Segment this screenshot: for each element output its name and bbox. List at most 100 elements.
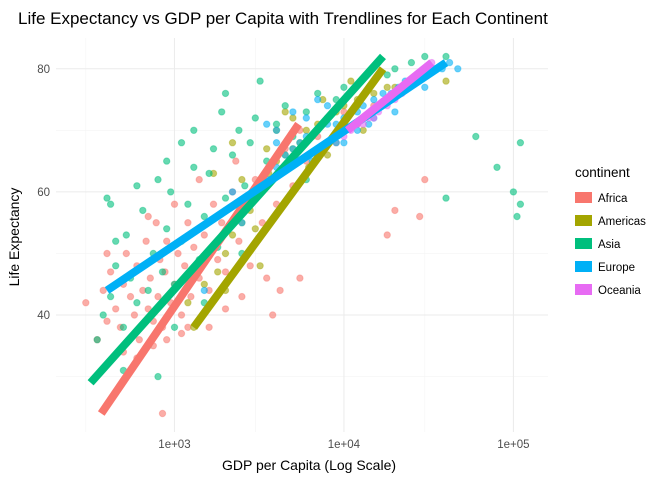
point-europe bbox=[272, 139, 281, 147]
point-americas bbox=[221, 249, 230, 258]
point-africa bbox=[205, 323, 213, 331]
point-africa bbox=[391, 206, 399, 215]
point-africa bbox=[246, 262, 254, 270]
point-africa bbox=[144, 305, 152, 313]
point-asia bbox=[314, 89, 322, 98]
point-americas bbox=[256, 262, 264, 270]
point-europe bbox=[314, 95, 322, 104]
point-africa bbox=[126, 292, 135, 301]
point-africa bbox=[99, 286, 107, 295]
point-africa bbox=[269, 311, 277, 319]
point-europe bbox=[454, 65, 462, 73]
point-asia bbox=[218, 108, 226, 116]
point-asia bbox=[221, 194, 230, 202]
trendline-oceania bbox=[345, 59, 435, 134]
point-asia bbox=[154, 372, 162, 381]
point-asia bbox=[93, 336, 101, 344]
point-europe bbox=[302, 114, 310, 122]
point-africa bbox=[122, 249, 131, 258]
point-asia bbox=[421, 52, 429, 61]
legend-label-oceania: Oceania bbox=[598, 285, 641, 297]
point-asia bbox=[184, 200, 192, 208]
point-asia bbox=[167, 188, 175, 196]
point-europe bbox=[200, 286, 209, 295]
point-asia bbox=[177, 139, 186, 147]
point-africa bbox=[103, 317, 111, 325]
trendline-asia bbox=[87, 53, 386, 386]
point-americas bbox=[383, 83, 391, 92]
trendlines bbox=[87, 53, 449, 416]
point-africa bbox=[195, 175, 203, 184]
legend-title: continent bbox=[575, 165, 630, 180]
point-asia bbox=[256, 77, 264, 85]
point-europe bbox=[340, 139, 348, 147]
point-africa bbox=[187, 292, 195, 301]
point-americas bbox=[347, 77, 355, 85]
point-asia bbox=[163, 157, 171, 165]
point-asia bbox=[158, 268, 167, 276]
point-africa bbox=[263, 274, 271, 282]
x-tick-label: 1e+04 bbox=[328, 439, 361, 451]
axis-ticks: 1e+03 1e+04 1e+05 40 60 80 bbox=[37, 64, 529, 451]
point-asia bbox=[442, 194, 450, 202]
point-asia bbox=[190, 163, 198, 172]
point-asia bbox=[383, 71, 391, 79]
legend: continent Africa Americas Asia Europe Oceani… bbox=[575, 165, 646, 297]
point-africa bbox=[82, 299, 90, 307]
legend-key-europe bbox=[575, 261, 592, 272]
point-europe bbox=[379, 89, 387, 98]
point-americas bbox=[228, 231, 237, 239]
point-africa bbox=[209, 200, 218, 208]
point-asia bbox=[106, 200, 115, 208]
point-africa bbox=[221, 305, 230, 313]
point-africa bbox=[158, 409, 167, 418]
point-americas bbox=[200, 280, 209, 288]
y-tick-label: 80 bbox=[37, 64, 50, 76]
point-asia bbox=[251, 114, 260, 122]
point-americas bbox=[238, 175, 246, 184]
point-asia bbox=[163, 225, 171, 233]
point-asia bbox=[200, 212, 209, 221]
point-africa bbox=[276, 286, 284, 295]
scatter-points bbox=[82, 52, 525, 418]
point-africa bbox=[144, 212, 152, 221]
point-asia bbox=[407, 58, 416, 67]
point-asia bbox=[112, 262, 120, 270]
point-americas bbox=[302, 126, 310, 135]
point-asia bbox=[516, 200, 525, 208]
point-africa bbox=[190, 243, 198, 252]
point-africa bbox=[177, 329, 186, 338]
point-africa bbox=[184, 219, 192, 227]
point-asia bbox=[133, 182, 141, 190]
point-asia bbox=[144, 286, 152, 295]
point-africa bbox=[218, 219, 226, 227]
point-europe bbox=[272, 126, 281, 135]
point-asia bbox=[391, 65, 399, 73]
point-africa bbox=[163, 237, 171, 245]
point-asia bbox=[133, 299, 141, 307]
point-europe bbox=[370, 95, 378, 104]
point-europe bbox=[323, 102, 332, 110]
chart-title: Life Expectancy vs GDP per Capita with T… bbox=[18, 9, 548, 28]
point-asia bbox=[302, 108, 310, 116]
point-americas bbox=[281, 108, 289, 116]
trendline-africa bbox=[97, 121, 302, 416]
point-asia bbox=[340, 83, 348, 92]
point-asia bbox=[281, 102, 289, 110]
point-asia bbox=[205, 169, 213, 178]
point-africa bbox=[174, 249, 182, 258]
point-asia bbox=[472, 132, 480, 141]
point-americas bbox=[263, 145, 271, 153]
point-africa bbox=[170, 200, 179, 208]
legend-key-asia bbox=[575, 238, 592, 249]
point-africa bbox=[238, 292, 246, 301]
legend-label-europe: Europe bbox=[598, 262, 635, 274]
point-africa bbox=[232, 157, 240, 165]
point-europe bbox=[445, 58, 454, 67]
point-asia bbox=[513, 212, 521, 221]
point-europe bbox=[391, 108, 399, 116]
x-tick-label: 1e+05 bbox=[497, 439, 529, 451]
point-asia bbox=[516, 139, 525, 147]
legend-key-africa bbox=[575, 192, 592, 203]
